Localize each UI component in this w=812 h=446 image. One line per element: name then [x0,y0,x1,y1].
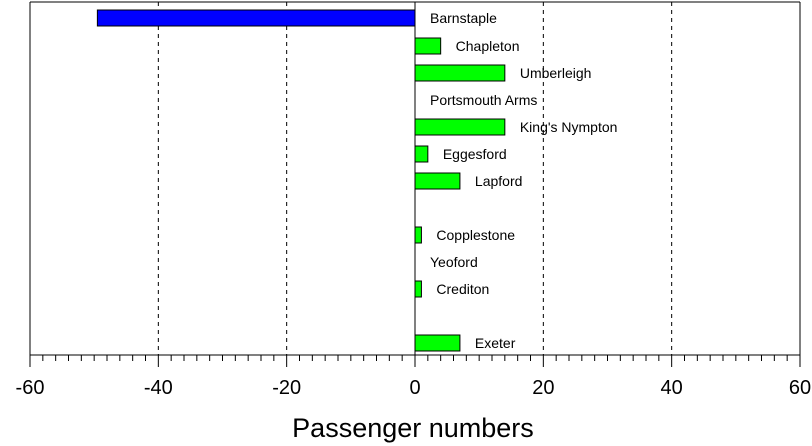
station-label: Chapleton [456,38,520,54]
station-label: Crediton [436,281,489,297]
bar-lapford [414,172,461,190]
x-tick-label: -40 [144,377,173,399]
station-label: Exeter [475,335,516,351]
station-label: Portsmouth Arms [430,92,537,108]
station-label: Barnstaple [430,10,497,26]
bar-barnstaple [96,9,416,27]
grid-lines [157,2,673,355]
x-axis-title: Passenger numbers [292,413,534,443]
x-tick-label: -60 [16,377,45,399]
x-tick-label: 40 [661,377,683,399]
x-tick-label: -20 [272,377,301,399]
x-tick-label: 0 [409,377,420,399]
station-label: Yeoford [430,254,478,270]
bar-king-s-nympton [414,118,506,136]
plot-frame [29,1,801,356]
x-axis-ticks: -60 -40 -20 0 20 40 60 [16,355,811,399]
station-label: Copplestone [436,227,515,243]
bar-copplestone [414,226,422,244]
x-tick-label: 60 [789,377,811,399]
bar-crediton [414,280,422,298]
bar-exeter [414,334,461,352]
station-label: Eggesford [443,146,507,162]
station-label: Umberleigh [520,65,592,81]
bar-umberleigh [414,64,506,82]
bar-chapleton [414,37,442,55]
station-label: Lapford [475,173,522,189]
bar-eggesford [414,145,429,163]
x-tick-label: 20 [532,377,554,399]
station-label: King's Nympton [520,119,618,135]
